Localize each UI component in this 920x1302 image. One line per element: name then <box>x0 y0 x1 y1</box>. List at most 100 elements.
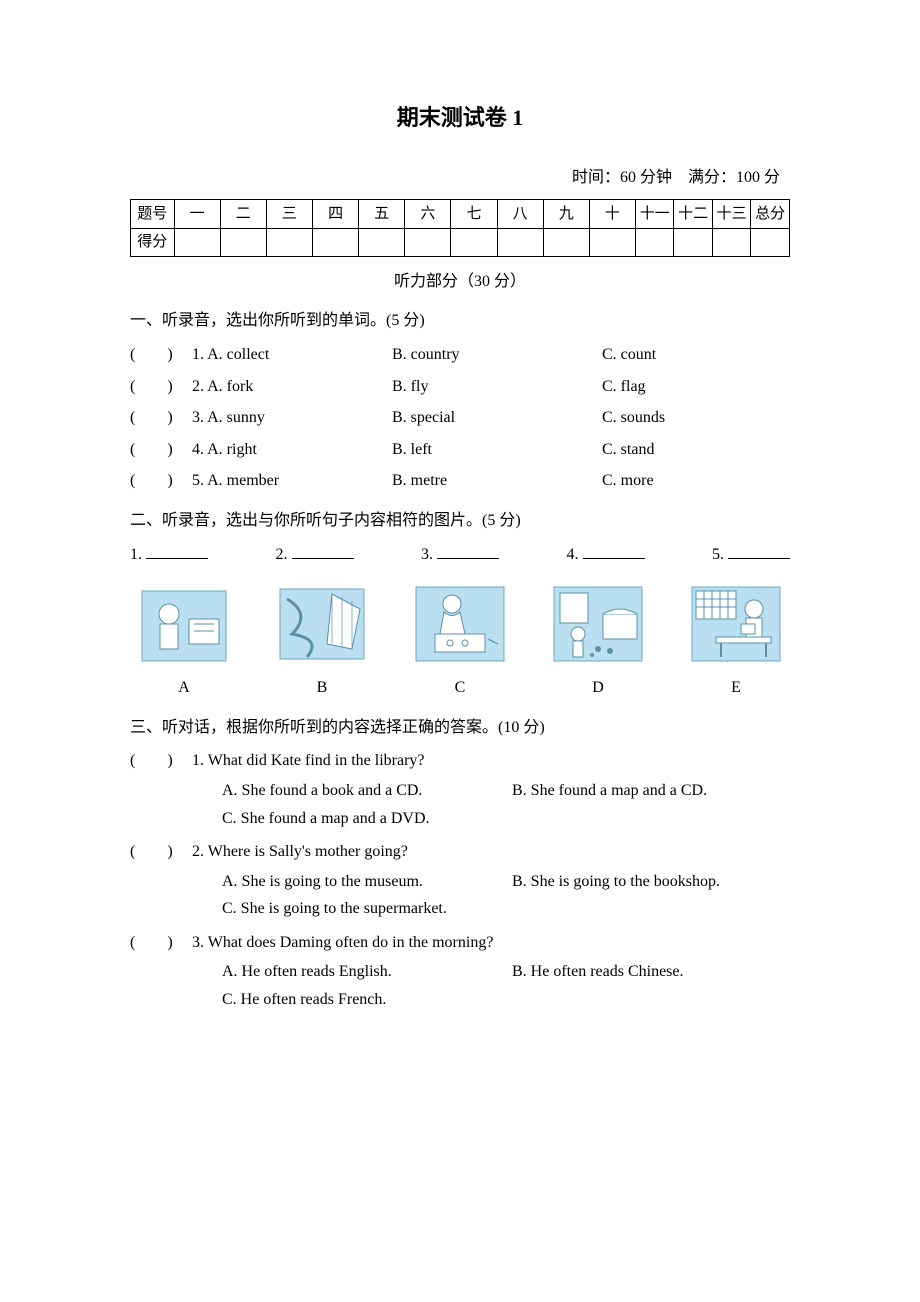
q3-opt-a: A. She found a book and a CD. <box>222 778 512 804</box>
score-cell <box>543 228 589 256</box>
score-cell <box>220 228 266 256</box>
opt-c: C. stand <box>602 437 790 463</box>
opt-c: C. flag <box>602 374 790 400</box>
paren: ( ) <box>130 748 192 774</box>
label-a: A <box>130 675 238 701</box>
q1-line: ( ) 5. A. member B. metre C. more <box>130 468 790 494</box>
opt-b: B. left <box>392 437 602 463</box>
score-table: 题号 一 二 三 四 五 六 七 八 九 十 十一 十二 十三 总分 得分 <box>130 199 790 257</box>
paren: ( ) <box>130 839 192 865</box>
col-head: 九 <box>543 199 589 228</box>
image-c <box>406 579 514 669</box>
q3-opt-c: C. She is going to the supermarket. <box>222 896 790 922</box>
opt-c: C. more <box>602 468 790 494</box>
score-cell <box>174 228 220 256</box>
q-options: 3. A. sunny B. special C. sounds <box>192 405 790 431</box>
label-b: B <box>268 675 376 701</box>
score-cell <box>451 228 497 256</box>
image-d <box>544 579 652 669</box>
blank: 2. <box>276 542 354 568</box>
blank: 4. <box>567 542 645 568</box>
opt-b: B. metre <box>392 468 602 494</box>
score-cell <box>313 228 359 256</box>
paren: ( ) <box>130 437 192 463</box>
image-e <box>682 579 790 669</box>
q3-opt-c: C. He often reads French. <box>222 987 790 1013</box>
paren: ( ) <box>130 468 192 494</box>
label-c: C <box>406 675 514 701</box>
q3-question-text: 1. What did Kate find in the library? <box>192 748 790 774</box>
q3-opt-b: B. She is going to the bookshop. <box>512 869 790 895</box>
q3-question-text: 3. What does Daming often do in the morn… <box>192 930 790 956</box>
meta-info: 时间：60 分钟 满分：100 分 <box>130 165 790 191</box>
score-cell <box>405 228 451 256</box>
score-cell <box>674 228 712 256</box>
opt-a: 3. A. sunny <box>192 405 392 431</box>
score-cell <box>751 228 790 256</box>
q3-item: ( ) 1. What did Kate find in the library… <box>130 748 790 831</box>
col-head: 十一 <box>635 199 673 228</box>
blank: 1. <box>130 542 208 568</box>
opt-c: C. sounds <box>602 405 790 431</box>
col-head: 总分 <box>751 199 790 228</box>
col-head: 五 <box>359 199 405 228</box>
q3-opt-b: B. He often reads Chinese. <box>512 959 790 985</box>
image-row <box>130 579 790 669</box>
listening-head: 听力部分（30 分） <box>130 269 790 295</box>
score-cell <box>635 228 673 256</box>
q1-line: ( ) 3. A. sunny B. special C. sounds <box>130 405 790 431</box>
q3-opt-b: B. She found a map and a CD. <box>512 778 790 804</box>
score-cell <box>589 228 635 256</box>
opt-b: B. fly <box>392 374 602 400</box>
blanks-row: 1. 2. 3. 4. 5. <box>130 542 790 568</box>
col-head: 六 <box>405 199 451 228</box>
opt-a: 4. A. right <box>192 437 392 463</box>
page-title: 期末测试卷 1 <box>130 100 790 135</box>
section-3-title: 三、听对话，根据你所听到的内容选择正确的答案。(10 分) <box>130 715 790 741</box>
blank: 5. <box>712 542 790 568</box>
col-head: 十二 <box>674 199 712 228</box>
col-head: 十 <box>589 199 635 228</box>
score-cell <box>497 228 543 256</box>
q-options: 5. A. member B. metre C. more <box>192 468 790 494</box>
q3-opt-a: A. She is going to the museum. <box>222 869 512 895</box>
q1-line: ( ) 4. A. right B. left C. stand <box>130 437 790 463</box>
col-head: 一 <box>174 199 220 228</box>
score-cell <box>266 228 312 256</box>
row2-label: 得分 <box>131 228 175 256</box>
label-e: E <box>682 675 790 701</box>
opt-a: 2. A. fork <box>192 374 392 400</box>
table-row: 得分 <box>131 228 790 256</box>
q1-line: ( ) 2. A. fork B. fly C. flag <box>130 374 790 400</box>
q3-opt-c: C. She found a map and a DVD. <box>222 806 790 832</box>
score-cell <box>359 228 405 256</box>
q3-opt-a: A. He often reads English. <box>222 959 512 985</box>
image-a <box>130 579 238 669</box>
blank: 3. <box>421 542 499 568</box>
q3-question-text: 2. Where is Sally's mother going? <box>192 839 790 865</box>
label-row: A B C D E <box>130 675 790 701</box>
q3-item: ( ) 3. What does Daming often do in the … <box>130 930 790 1013</box>
label-d: D <box>544 675 652 701</box>
q1-line: ( ) 1. A. collect B. country C. count <box>130 342 790 368</box>
col-head: 七 <box>451 199 497 228</box>
image-b <box>268 579 376 669</box>
row1-label: 题号 <box>131 199 175 228</box>
q-options: 4. A. right B. left C. stand <box>192 437 790 463</box>
col-head: 十三 <box>712 199 750 228</box>
opt-b: B. special <box>392 405 602 431</box>
paren: ( ) <box>130 405 192 431</box>
opt-b: B. country <box>392 342 602 368</box>
opt-a: 1. A. collect <box>192 342 392 368</box>
col-head: 三 <box>266 199 312 228</box>
paren: ( ) <box>130 930 192 956</box>
table-row: 题号 一 二 三 四 五 六 七 八 九 十 十一 十二 十三 总分 <box>131 199 790 228</box>
q3-item: ( ) 2. Where is Sally's mother going? A.… <box>130 839 790 922</box>
col-head: 四 <box>313 199 359 228</box>
q-options: 1. A. collect B. country C. count <box>192 342 790 368</box>
section-1-title: 一、听录音，选出你所听到的单词。(5 分) <box>130 308 790 334</box>
section-2-title: 二、听录音，选出与你所听句子内容相符的图片。(5 分) <box>130 508 790 534</box>
opt-c: C. count <box>602 342 790 368</box>
opt-a: 5. A. member <box>192 468 392 494</box>
q-options: 2. A. fork B. fly C. flag <box>192 374 790 400</box>
